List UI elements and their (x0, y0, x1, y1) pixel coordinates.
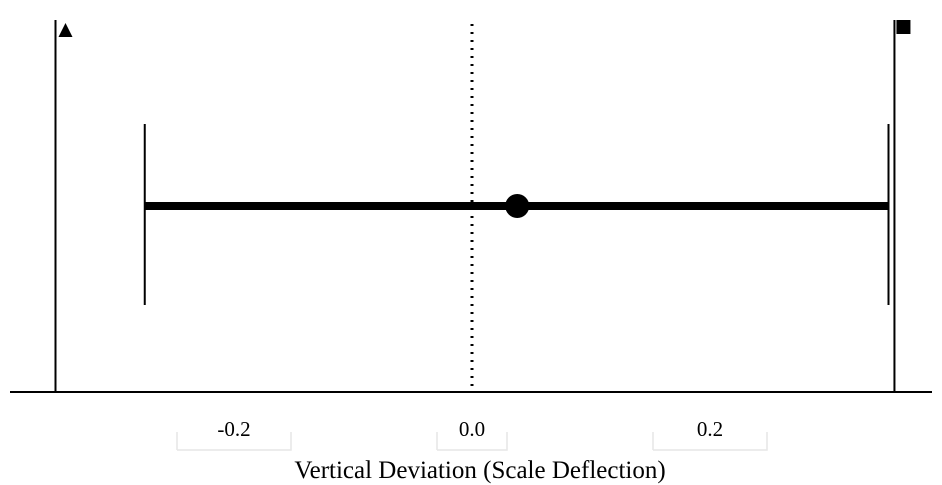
x-tick-labels: -0.2 0.0 0.2 (217, 417, 723, 441)
x-tick-label: -0.2 (217, 417, 250, 441)
tick-label-boxes (176, 432, 768, 451)
square-marker (896, 20, 911, 34)
point-estimate (505, 194, 530, 218)
x-tick-label: 0.2 (697, 417, 723, 441)
triangle-marker (58, 23, 73, 37)
x-tick-label: 0.0 (459, 417, 485, 441)
estimate-group (143, 124, 890, 305)
tick-label-box (437, 432, 508, 451)
x-axis-title: Vertical Deviation (Scale Deflection) (294, 457, 665, 484)
tick-label-box (177, 432, 292, 451)
bound-markers (54, 20, 911, 392)
tick-label-box (653, 432, 768, 451)
